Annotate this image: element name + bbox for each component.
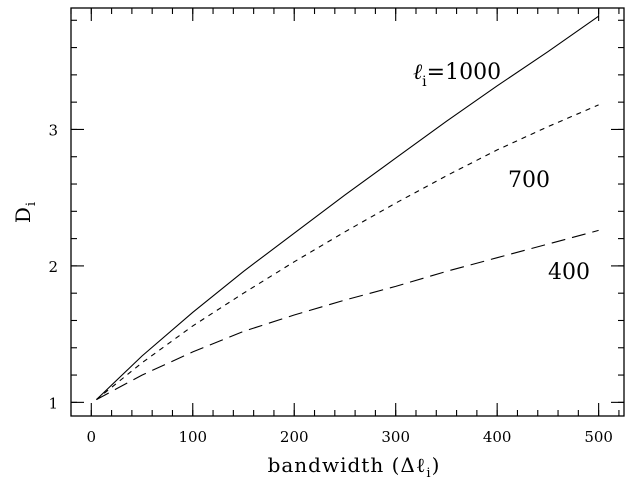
series-line-1 [96,15,599,400]
y-tick-label: 1 [48,394,58,412]
x-tick-label: 0 [87,428,97,446]
x-tick-label: 400 [483,428,512,446]
series-line-2 [96,104,599,401]
series-lines [96,15,599,401]
x-tick-label: 200 [280,428,309,446]
series-label-1000-value: =1000 [427,60,501,85]
x-tick-label: 100 [178,428,207,446]
y-axis-title-main: D [11,206,35,223]
x-axis-title-main: bandwidth (Δℓ [268,453,427,477]
series-label-700: 700 [508,168,550,193]
series-label-1000-sub: i [422,74,427,90]
series-label-1000: ℓi=1000 [413,60,501,90]
x-axis-title-sub: i [426,466,431,478]
y-tick-label: 2 [48,258,58,276]
x-tick-label: 300 [381,428,410,446]
series-label-400: 400 [548,260,590,285]
plot-frame [70,7,625,417]
series-label-1000-ell: ℓ [413,60,423,85]
axis-ticks: 0 100 200 300 400 500 1 2 3 [48,8,624,446]
series-line-3 [96,229,599,401]
y-tick-label: 3 [48,121,58,139]
x-axis-title-close: ) [432,453,441,477]
x-axis-title: bandwidth (Δℓi) [268,453,441,478]
x-tick-label: 500 [584,428,613,446]
y-axis-title: Di [11,201,39,223]
y-axis-title-sub: i [24,201,39,206]
